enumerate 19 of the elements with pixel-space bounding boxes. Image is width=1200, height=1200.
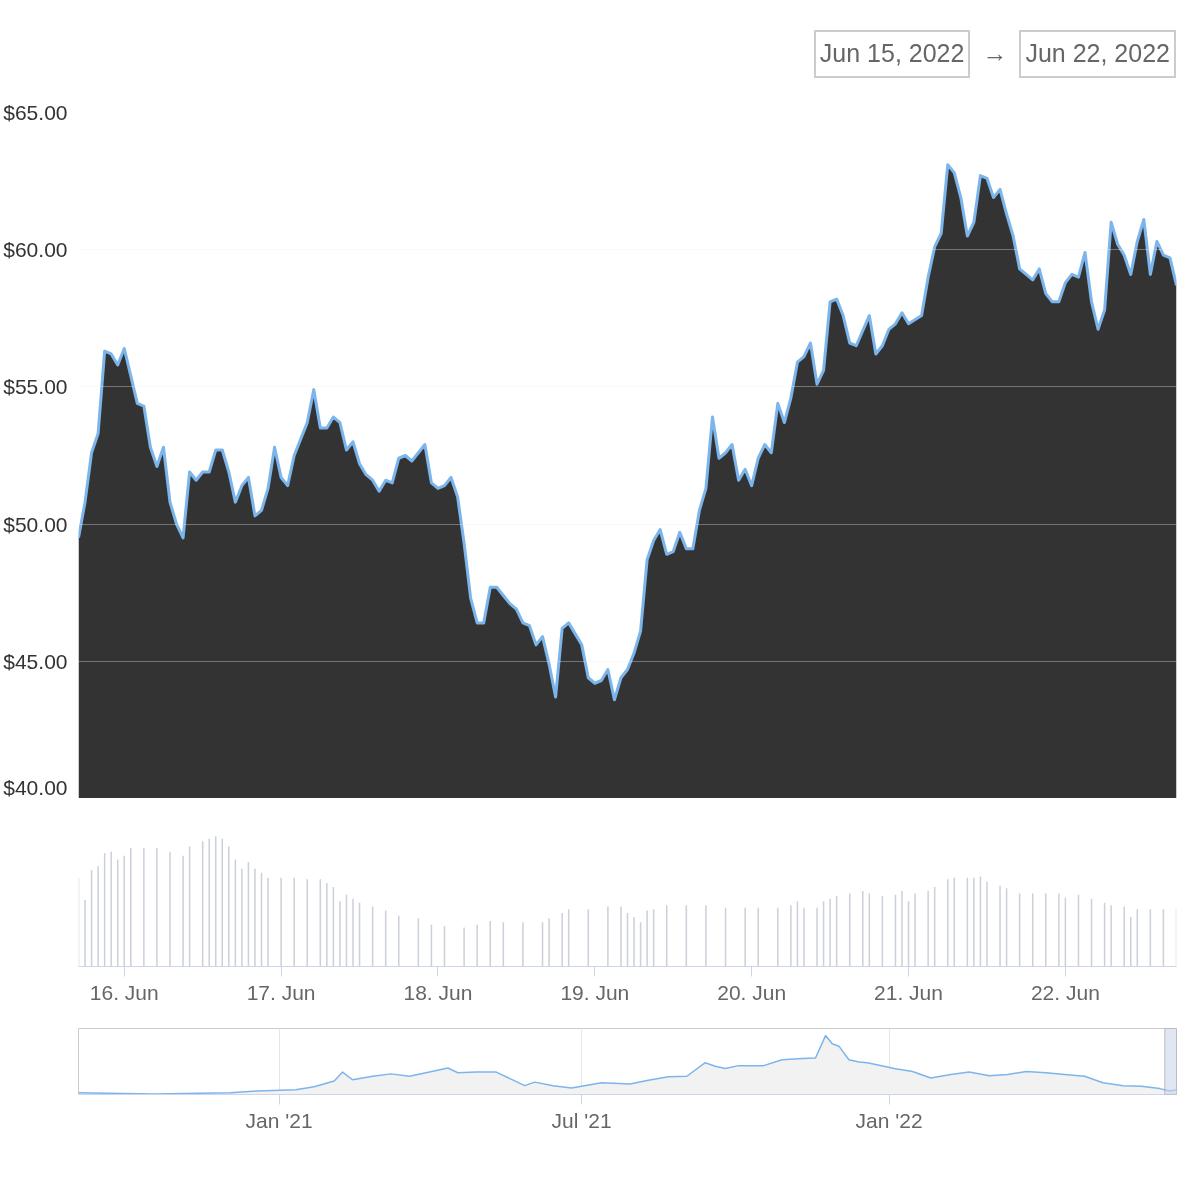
x-tick-label: 18. Jun bbox=[403, 980, 473, 1004]
x-tick-label: 21. Jun bbox=[874, 980, 943, 1004]
y-tick-label: $55.00 bbox=[3, 375, 68, 399]
x-tick-label: 17. Jun bbox=[246, 980, 316, 1004]
text: Jun 22, 2022 bbox=[1019, 30, 1176, 78]
x-tick-label: Jan '21 bbox=[245, 1108, 313, 1132]
text: Jun 15, 2022 bbox=[813, 30, 971, 78]
x-tick-label: 20. Jun bbox=[717, 980, 787, 1004]
x-tick-label: 19. Jun bbox=[560, 980, 630, 1004]
y-tick-label: $50.00 bbox=[3, 512, 68, 536]
x-tick-label: Jan '22 bbox=[855, 1108, 923, 1132]
y-tick-label: $60.00 bbox=[3, 238, 68, 262]
y-tick-label: $40.00 bbox=[3, 775, 68, 799]
text: → bbox=[982, 38, 1008, 69]
x-tick-label: 16. Jun bbox=[89, 980, 159, 1004]
y-tick-label: $45.00 bbox=[3, 649, 68, 673]
x-tick-label: Jul '21 bbox=[551, 1108, 612, 1132]
y-tick-label: $65.00 bbox=[3, 101, 68, 124]
x-tick-label: 22. Jun bbox=[1030, 980, 1100, 1004]
